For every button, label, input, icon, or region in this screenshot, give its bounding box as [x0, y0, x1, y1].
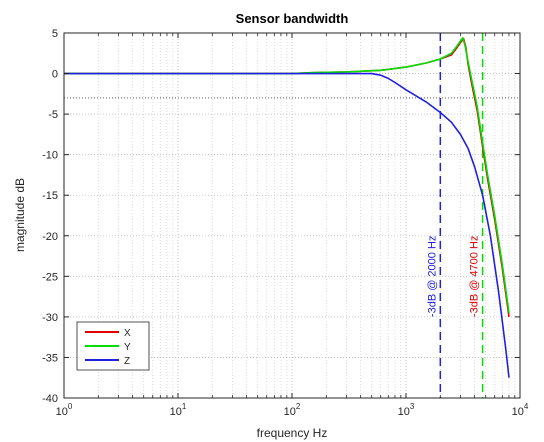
x-axis-label: frequency Hz — [257, 426, 328, 440]
legend: XYZ — [76, 321, 150, 371]
series-line-y — [64, 37, 510, 313]
y-tick-label: 5 — [52, 28, 58, 40]
y-tick-label: -15 — [42, 190, 58, 202]
legend-label-y: Y — [124, 342, 131, 353]
y-tick-label: -10 — [42, 150, 58, 162]
x-tick-label: 104 — [512, 402, 529, 418]
y-tick-label: -25 — [42, 271, 58, 283]
y-tick-label: -30 — [42, 312, 58, 324]
y-tick-label: -35 — [42, 352, 58, 364]
x-tick-label: 101 — [170, 402, 187, 418]
x-tick-label: 103 — [398, 402, 415, 418]
axis-ticks: 100 101 102 103 104 5 0 -5 -10 -15 -20 -25 -30 -35 -40 — [42, 28, 529, 418]
y-tick-label: -40 — [42, 393, 58, 405]
cutoff-annotation: -3dB @ 4700 Hz — [469, 236, 481, 318]
legend-label-z: Z — [124, 356, 130, 367]
y-axis-label: magnitude dB — [13, 178, 27, 252]
y-tick-label: -5 — [48, 109, 58, 121]
annotations: -3dB @ 2000 Hz -3dB @ 4700 Hz — [426, 236, 480, 318]
y-tick-label: 0 — [52, 69, 58, 81]
reference-lines — [64, 33, 520, 398]
cutoff-annotation: -3dB @ 2000 Hz — [426, 236, 438, 318]
series-lines — [64, 37, 510, 378]
chart-title: Sensor bandwidth — [236, 11, 349, 26]
x-tick-label: 102 — [284, 402, 301, 418]
series-line-z — [64, 72, 510, 378]
y-tick-label: -20 — [42, 231, 58, 243]
x-tick-label: 100 — [56, 402, 73, 418]
legend-label-x: X — [124, 328, 131, 339]
